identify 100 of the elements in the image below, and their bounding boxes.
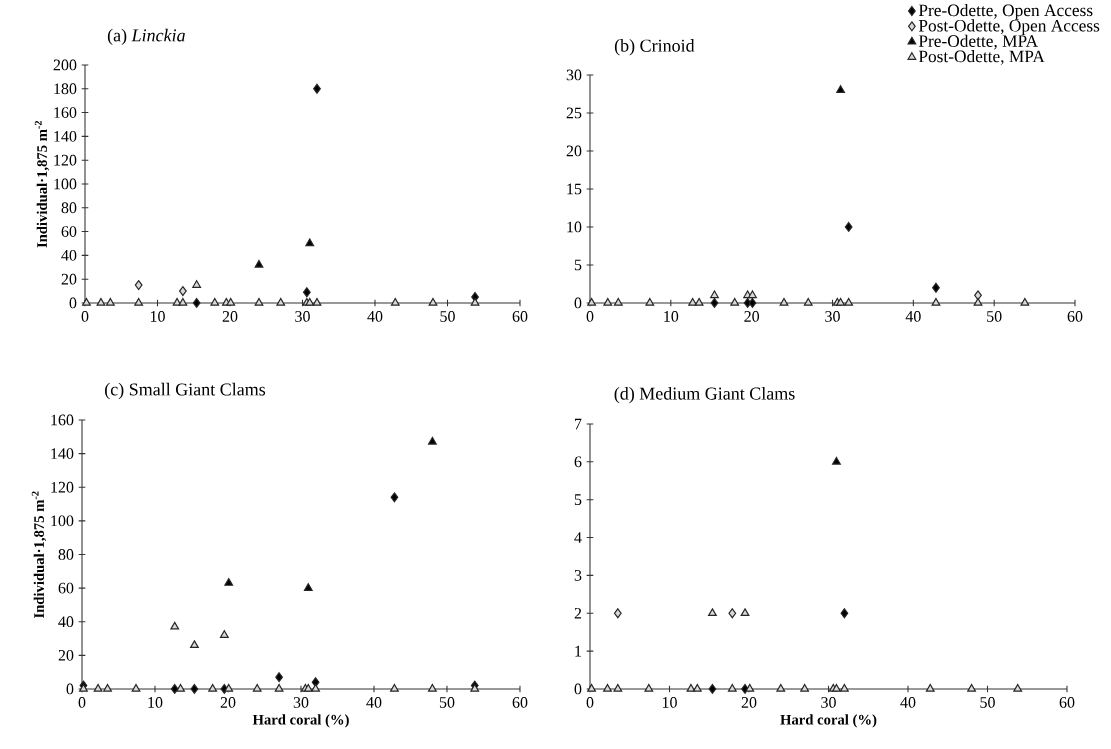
chart-title: (d) Medium Giant Clams bbox=[614, 387, 795, 404]
chart-title: (c) Small Giant Clams bbox=[105, 382, 266, 400]
x-axis-title: Hard coral (%) bbox=[252, 714, 349, 728]
x-tick-label: 20 bbox=[741, 697, 757, 708]
x-tick-label: 40 bbox=[367, 311, 383, 322]
y-tick-label: 160 bbox=[54, 107, 77, 118]
x-tick-label: 20 bbox=[744, 311, 760, 322]
point bbox=[603, 683, 612, 692]
point bbox=[603, 297, 613, 306]
y-tick-label: 180 bbox=[54, 83, 77, 95]
point bbox=[192, 280, 202, 288]
chart-title: (b) Crinoid bbox=[614, 39, 695, 56]
point bbox=[274, 683, 284, 692]
point bbox=[176, 683, 185, 692]
y-tick-label: 20 bbox=[61, 273, 77, 285]
y-tick-label: 120 bbox=[51, 481, 74, 493]
y-tick-label: 15 bbox=[567, 183, 582, 195]
x-tick-label: 30 bbox=[295, 311, 310, 322]
y-tick-label: 60 bbox=[61, 226, 77, 237]
y-tick-label: 120 bbox=[54, 154, 77, 166]
point bbox=[692, 683, 702, 692]
y-tick-label: 2 bbox=[574, 607, 582, 619]
x-tick-label: 60 bbox=[1059, 697, 1075, 708]
y-tick-label: 0 bbox=[69, 297, 77, 309]
point bbox=[427, 683, 437, 692]
point bbox=[390, 492, 399, 503]
x-tick-label: 30 bbox=[825, 311, 840, 322]
point bbox=[844, 297, 854, 306]
point bbox=[190, 640, 199, 649]
y-tick-label: 10 bbox=[567, 221, 582, 233]
x-axis-title: Hard coral (%) bbox=[780, 714, 877, 728]
y-tick-label: 4 bbox=[574, 532, 582, 543]
x-tick-label: 10 bbox=[150, 311, 165, 322]
x-tick-label: 10 bbox=[148, 697, 163, 708]
y-tick-label: 140 bbox=[54, 130, 77, 142]
x-tick-label: 40 bbox=[900, 697, 916, 708]
x-tick-label: 0 bbox=[78, 697, 86, 708]
point bbox=[727, 683, 737, 692]
x-tick-label: 60 bbox=[512, 311, 528, 322]
point bbox=[800, 683, 810, 692]
y-tick-label: 7 bbox=[575, 418, 582, 430]
point bbox=[587, 297, 597, 306]
y-tick-label: 0 bbox=[574, 297, 582, 309]
point bbox=[832, 456, 841, 465]
point bbox=[275, 672, 283, 683]
point bbox=[644, 683, 654, 692]
x-tick-label: 0 bbox=[81, 311, 89, 322]
y-tick-label: 5 bbox=[574, 259, 582, 271]
point bbox=[645, 297, 655, 306]
point bbox=[131, 683, 141, 692]
x-tick-label: 60 bbox=[512, 697, 528, 708]
point bbox=[276, 297, 286, 306]
point bbox=[836, 85, 845, 93]
point bbox=[840, 608, 849, 619]
point bbox=[134, 280, 143, 291]
y-tick-label: 30 bbox=[566, 69, 582, 81]
y-tick-label: 3 bbox=[574, 570, 582, 581]
point bbox=[192, 297, 201, 308]
y-tick-label: 5 bbox=[574, 494, 582, 506]
x-tick-label: 40 bbox=[366, 697, 382, 708]
point bbox=[105, 297, 115, 306]
legend-label: Pre-Odette, MPA bbox=[918, 34, 1038, 50]
point bbox=[708, 683, 717, 694]
x-tick-label: 10 bbox=[662, 697, 677, 708]
point bbox=[252, 683, 262, 692]
x-tick-label: 10 bbox=[664, 311, 679, 322]
y-tick-label: 25 bbox=[566, 107, 582, 119]
x-tick-label: 30 bbox=[821, 697, 836, 708]
point bbox=[254, 297, 264, 306]
y-tick-label: 80 bbox=[58, 549, 74, 560]
point bbox=[779, 297, 789, 306]
point bbox=[210, 297, 220, 306]
point bbox=[178, 286, 187, 297]
y-tick-label: 6 bbox=[574, 456, 582, 468]
x-tick-label: 0 bbox=[586, 311, 594, 322]
point bbox=[932, 282, 940, 293]
point bbox=[427, 436, 437, 445]
x-tick-label: 50 bbox=[980, 697, 995, 708]
point bbox=[931, 297, 941, 306]
legend-label: Pre-Odette, Open Access bbox=[918, 4, 1093, 20]
x-tick-label: 20 bbox=[222, 311, 238, 322]
point bbox=[224, 578, 234, 586]
point bbox=[93, 683, 103, 692]
point bbox=[748, 290, 757, 299]
point bbox=[844, 221, 853, 232]
y-tick-label: 20 bbox=[566, 145, 582, 157]
point bbox=[613, 683, 623, 692]
point bbox=[1013, 683, 1023, 692]
point bbox=[686, 683, 696, 692]
y-tick-label: 140 bbox=[51, 448, 74, 459]
x-tick-label: 60 bbox=[1067, 311, 1083, 322]
point bbox=[967, 683, 977, 692]
y-tick-label: 20 bbox=[58, 649, 74, 661]
y-tick-label: 60 bbox=[58, 582, 74, 594]
point bbox=[748, 297, 757, 308]
point bbox=[839, 683, 849, 692]
y-tick-label: 100 bbox=[51, 515, 74, 527]
x-tick-label: 50 bbox=[439, 697, 455, 708]
point bbox=[613, 608, 622, 619]
y-tick-label: 100 bbox=[54, 178, 77, 190]
